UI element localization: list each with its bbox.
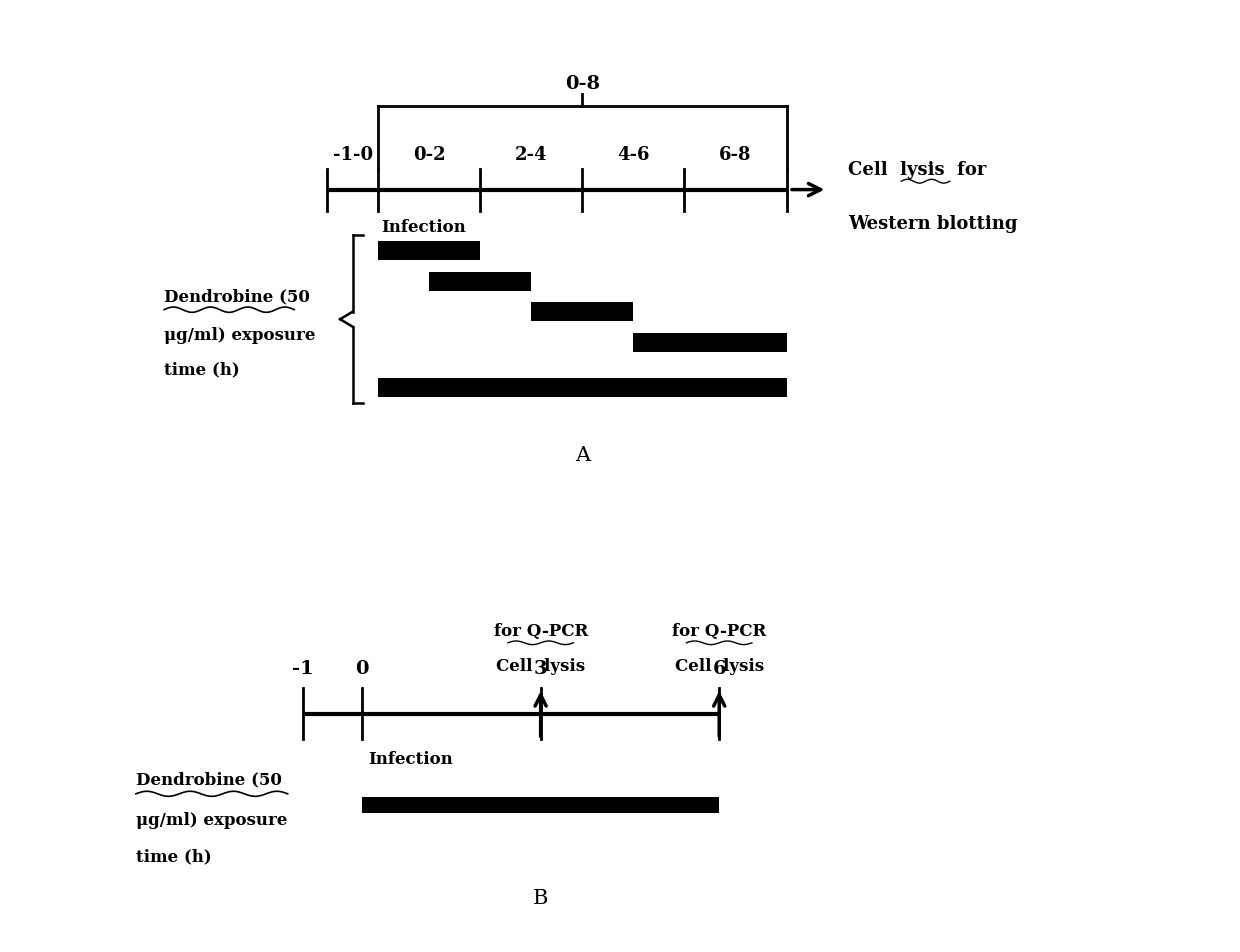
Text: Infection: Infection — [381, 219, 466, 236]
Text: Cell  lysis: Cell lysis — [496, 657, 585, 674]
Text: Dendrobine (50: Dendrobine (50 — [164, 288, 310, 306]
Text: Cell  lysis  for: Cell lysis for — [848, 161, 986, 179]
Text: Dendrobine (50: Dendrobine (50 — [136, 771, 281, 788]
Bar — [378, 242, 480, 261]
Text: for Q-PCR: for Q-PCR — [672, 623, 766, 640]
Text: 2-4: 2-4 — [515, 146, 548, 164]
Bar — [429, 272, 532, 291]
Text: μg/ml) exposure: μg/ml) exposure — [136, 811, 288, 828]
Text: -1: -1 — [291, 660, 314, 678]
Text: 0-8: 0-8 — [565, 75, 600, 93]
Text: 6: 6 — [713, 660, 725, 678]
Text: Western blotting: Western blotting — [848, 215, 1017, 233]
Bar — [362, 797, 719, 813]
Text: 0: 0 — [356, 660, 368, 678]
Text: μg/ml) exposure: μg/ml) exposure — [164, 327, 315, 344]
Text: A: A — [575, 446, 590, 465]
Bar — [634, 333, 786, 352]
Bar — [532, 303, 634, 322]
Text: -1-0: -1-0 — [332, 146, 373, 164]
Text: Cell  lysis: Cell lysis — [675, 657, 764, 674]
Bar — [378, 379, 786, 398]
Text: time (h): time (h) — [136, 847, 212, 864]
Text: time (h): time (h) — [164, 361, 239, 378]
Text: for Q-PCR: for Q-PCR — [494, 623, 588, 640]
Text: 6-8: 6-8 — [719, 146, 751, 164]
Text: 4-6: 4-6 — [618, 146, 650, 164]
Text: B: B — [533, 887, 548, 906]
Text: 3: 3 — [534, 660, 547, 678]
Text: 0-2: 0-2 — [413, 146, 445, 164]
Text: Infection: Infection — [368, 750, 453, 767]
